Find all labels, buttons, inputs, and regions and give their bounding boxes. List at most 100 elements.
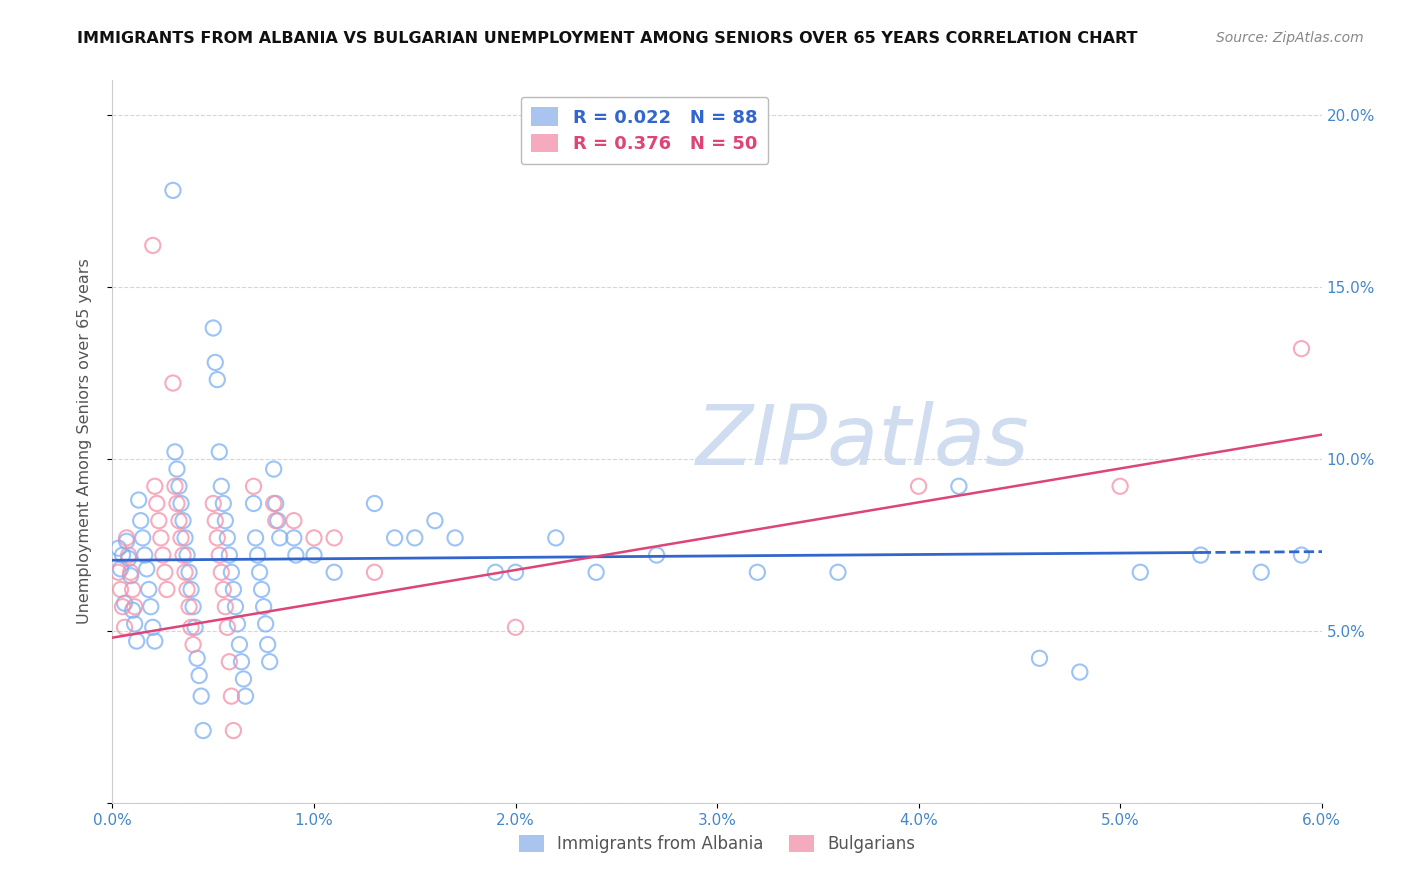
Point <box>263 462 285 476</box>
Point <box>224 599 246 614</box>
Point <box>302 531 325 545</box>
Point <box>107 541 129 556</box>
Point <box>117 548 139 562</box>
Point <box>214 599 236 614</box>
Point <box>505 566 527 580</box>
Point <box>231 655 253 669</box>
Point <box>162 183 184 197</box>
Point <box>283 514 305 528</box>
Point <box>242 479 264 493</box>
Point <box>188 668 211 682</box>
Point <box>256 638 278 652</box>
Point <box>484 566 506 580</box>
Text: IMMIGRANTS FROM ALBANIA VS BULGARIAN UNEMPLOYMENT AMONG SENIORS OVER 65 YEARS CO: IMMIGRANTS FROM ALBANIA VS BULGARIAN UNE… <box>77 31 1137 46</box>
Point <box>221 689 243 703</box>
Point <box>423 514 446 528</box>
Point <box>222 582 245 597</box>
Point <box>264 514 287 528</box>
Point <box>181 599 204 614</box>
Point <box>249 566 271 580</box>
Point <box>221 566 243 580</box>
Point <box>214 514 236 528</box>
Point <box>170 496 193 510</box>
Point <box>267 514 290 528</box>
Point <box>172 548 194 562</box>
Point <box>246 548 269 562</box>
Point <box>228 638 250 652</box>
Point <box>323 566 346 580</box>
Point <box>191 723 214 738</box>
Point <box>217 531 239 545</box>
Point <box>153 566 176 580</box>
Point <box>143 634 166 648</box>
Point <box>132 531 155 545</box>
Point <box>250 582 273 597</box>
Point <box>209 479 232 493</box>
Point <box>149 531 172 545</box>
Point <box>142 620 165 634</box>
Point <box>172 514 194 528</box>
Point <box>1189 548 1212 562</box>
Point <box>146 496 169 510</box>
Point <box>142 238 165 252</box>
Point <box>163 479 186 493</box>
Point <box>115 534 138 549</box>
Point <box>259 655 281 669</box>
Point <box>176 582 198 597</box>
Point <box>1109 479 1132 493</box>
Point <box>1069 665 1091 679</box>
Point <box>177 599 200 614</box>
Point <box>444 531 467 545</box>
Point <box>152 548 174 562</box>
Point <box>180 582 202 597</box>
Point <box>302 548 325 562</box>
Point <box>544 531 567 545</box>
Point <box>269 531 291 545</box>
Point <box>121 603 143 617</box>
Point <box>166 496 188 510</box>
Point <box>283 531 305 545</box>
Point <box>156 582 179 597</box>
Point <box>363 566 385 580</box>
Point <box>174 566 197 580</box>
Point <box>202 496 225 510</box>
Point <box>212 582 235 597</box>
Point <box>242 496 264 510</box>
Point <box>235 689 257 703</box>
Point <box>162 376 184 390</box>
Point <box>117 551 139 566</box>
Point <box>114 620 136 634</box>
Point <box>181 638 204 652</box>
Point <box>202 321 225 335</box>
Point <box>245 531 267 545</box>
Point <box>166 462 188 476</box>
Point <box>1291 342 1313 356</box>
Point <box>107 566 129 580</box>
Point <box>263 496 285 510</box>
Point <box>222 723 245 738</box>
Point <box>747 566 769 580</box>
Point <box>323 531 346 545</box>
Point <box>135 562 157 576</box>
Point <box>226 616 249 631</box>
Point <box>128 493 150 508</box>
Point <box>190 689 212 703</box>
Point <box>907 479 929 493</box>
Point <box>208 445 231 459</box>
Point <box>134 548 156 562</box>
Point <box>125 634 148 648</box>
Point <box>138 582 160 597</box>
Point <box>218 655 240 669</box>
Point <box>212 496 235 510</box>
Point <box>208 548 231 562</box>
Point <box>217 620 239 634</box>
Point <box>284 548 307 562</box>
Point <box>176 548 198 562</box>
Point <box>177 566 200 580</box>
Point <box>167 479 190 493</box>
Point <box>124 616 146 631</box>
Point <box>121 582 143 597</box>
Point <box>120 568 142 582</box>
Point <box>505 620 527 634</box>
Point <box>207 373 229 387</box>
